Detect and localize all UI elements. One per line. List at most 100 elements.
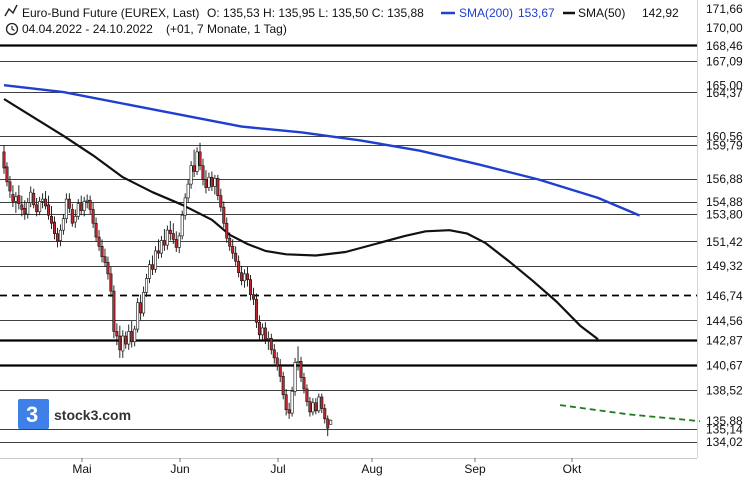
candle-body	[133, 328, 137, 343]
candle-90	[269, 333, 273, 355]
price-label-2: 168,46	[706, 39, 743, 53]
candle-body	[329, 419, 333, 425]
candle-body	[243, 273, 247, 282]
candle-body	[32, 193, 36, 206]
candle-24	[73, 209, 77, 228]
candle-46	[139, 294, 143, 320]
candle-body	[183, 197, 187, 216]
candle-20	[61, 214, 65, 235]
price-label-0: 171,66	[706, 2, 743, 16]
candle-38	[115, 323, 119, 346]
price-label-4: 165,00	[706, 79, 743, 93]
candle-78	[234, 246, 238, 266]
price-label-1: 170,00	[706, 21, 743, 35]
candle-body	[299, 361, 303, 378]
candle-body	[50, 216, 54, 224]
candle-body	[29, 191, 33, 203]
candle-body	[293, 362, 297, 392]
candle-body	[284, 394, 288, 410]
candle-body	[254, 298, 258, 323]
price-label-5: 164,37	[706, 86, 743, 100]
price-label-11: 151,42	[706, 235, 743, 249]
candle-body	[281, 375, 285, 396]
candle-body	[246, 273, 250, 280]
candle-body	[11, 194, 15, 202]
candle-body	[171, 233, 175, 240]
candle-97	[290, 386, 294, 417]
candle-81	[243, 269, 247, 288]
candle-body	[204, 179, 208, 188]
candle-body	[148, 264, 152, 279]
sma50-line	[3, 98, 599, 341]
candle-100	[299, 356, 303, 383]
candle-body	[257, 321, 261, 336]
price-label-12: 149,32	[706, 259, 743, 273]
candle-96	[287, 402, 291, 419]
candle-2	[8, 176, 12, 198]
candle-body	[237, 260, 241, 274]
trendline	[559, 404, 701, 423]
candle-body	[58, 229, 62, 241]
candle-102	[305, 384, 309, 407]
candle-56	[168, 220, 172, 241]
month-label-1: Jun	[170, 462, 189, 476]
candle-body	[17, 195, 21, 204]
candle-80	[240, 265, 244, 286]
candle-45	[136, 298, 140, 333]
candle-35	[106, 256, 110, 280]
candle-body	[305, 388, 309, 402]
candle-22	[67, 193, 71, 213]
candle-85	[254, 293, 258, 328]
candle-68	[204, 170, 208, 194]
candle-body	[153, 250, 157, 270]
candle-body	[249, 279, 253, 295]
candle-84	[251, 287, 255, 305]
candle-26	[79, 195, 83, 216]
candle-109	[326, 415, 330, 437]
candle-88	[263, 322, 267, 345]
candle-body	[159, 240, 163, 254]
candle-body	[192, 165, 196, 172]
candle-62	[186, 179, 190, 203]
candle-67	[201, 158, 205, 186]
candle-59	[177, 232, 181, 254]
candle-body	[91, 209, 95, 224]
candle-110	[329, 419, 333, 425]
candle-body	[35, 204, 39, 213]
sma50-legend-label: SMA(50)	[578, 6, 625, 20]
candle-body	[130, 331, 134, 343]
candle-28	[85, 194, 89, 209]
candle-body	[225, 222, 229, 239]
chart-header: Euro-Bund Future (EUREX, Last) O: 135,53…	[4, 4, 679, 36]
candle-74	[222, 201, 226, 228]
candle-body	[23, 207, 27, 215]
month-label-5: Okt	[563, 462, 582, 476]
candle-body	[139, 302, 143, 314]
candle-body	[168, 229, 172, 234]
candle-92	[275, 352, 279, 371]
candle-body	[231, 245, 235, 254]
candle-101	[302, 372, 306, 394]
price-label-17: 138,52	[706, 383, 743, 397]
candle-body	[121, 335, 125, 352]
candle-29	[88, 195, 92, 215]
candle-47	[142, 286, 146, 317]
candle-body	[174, 239, 178, 248]
candle-63	[189, 161, 193, 189]
sma50-path	[3, 98, 599, 341]
candle-61	[183, 193, 187, 220]
support-trendline	[559, 404, 701, 423]
candle-body	[326, 418, 330, 429]
candle-body	[260, 327, 264, 336]
price-label-13: 146,74	[706, 289, 743, 303]
price-label-19: 135,14	[706, 422, 743, 436]
candle-54	[162, 229, 166, 251]
candle-body	[142, 291, 146, 314]
candle-body	[219, 195, 223, 208]
candle-body	[112, 290, 116, 332]
candle-34	[103, 248, 107, 267]
candle-76	[228, 232, 232, 251]
candle-body	[162, 240, 166, 246]
candle-44	[133, 325, 137, 347]
candle-12	[38, 196, 42, 216]
